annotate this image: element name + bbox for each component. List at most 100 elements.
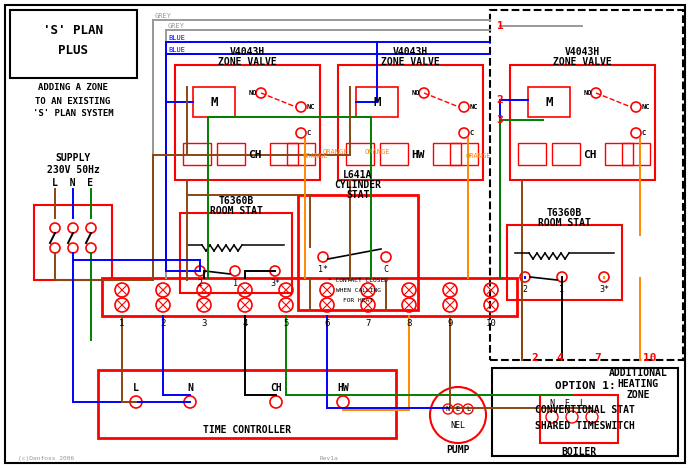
- Text: T6360B: T6360B: [547, 208, 582, 218]
- Bar: [622, 143, 650, 165]
- Text: CH: CH: [583, 150, 597, 160]
- Text: 1: 1: [233, 279, 237, 288]
- Text: 2: 2: [522, 285, 527, 294]
- Text: NO: NO: [584, 90, 592, 96]
- Text: PLUS: PLUS: [58, 44, 88, 57]
- Text: 2: 2: [197, 279, 202, 288]
- Text: 3*: 3*: [599, 285, 609, 294]
- Text: HW: HW: [411, 150, 425, 160]
- Text: M: M: [545, 95, 553, 109]
- Text: OPTION 1:: OPTION 1:: [555, 381, 615, 391]
- Bar: [433, 143, 461, 165]
- Text: NO: NO: [412, 90, 420, 96]
- Text: STAT: STAT: [346, 190, 370, 200]
- Text: HW: HW: [337, 383, 349, 393]
- Text: 6: 6: [324, 319, 330, 328]
- Text: 1: 1: [119, 319, 125, 328]
- Text: (c)Danfoss 2006: (c)Danfoss 2006: [18, 456, 75, 461]
- Text: FOR HEAT: FOR HEAT: [343, 298, 373, 302]
- Text: M: M: [373, 95, 381, 109]
- Text: NC: NC: [307, 104, 315, 110]
- Text: 7: 7: [365, 319, 371, 328]
- Text: C: C: [307, 130, 311, 136]
- Text: C: C: [642, 130, 646, 136]
- Text: C: C: [470, 130, 474, 136]
- Bar: [102, 278, 517, 316]
- Text: 230V 50Hz: 230V 50Hz: [46, 165, 99, 175]
- Bar: [552, 143, 580, 165]
- Text: E: E: [456, 406, 460, 412]
- Bar: [450, 143, 478, 165]
- Text: ORANGE: ORANGE: [303, 153, 328, 159]
- Text: 4: 4: [557, 353, 563, 363]
- Text: 3*: 3*: [270, 279, 280, 288]
- Text: SHARED TIMESWITCH: SHARED TIMESWITCH: [535, 421, 635, 431]
- Text: L: L: [133, 383, 139, 393]
- Text: BLUE: BLUE: [168, 35, 185, 41]
- Text: V4043H: V4043H: [393, 47, 428, 57]
- Bar: [298, 195, 418, 310]
- Text: T6360B: T6360B: [218, 196, 254, 206]
- Text: 2: 2: [497, 95, 504, 105]
- Text: TO AN EXISTING: TO AN EXISTING: [35, 96, 110, 105]
- Text: PUMP: PUMP: [446, 445, 470, 455]
- Text: V4043H: V4043H: [230, 47, 265, 57]
- Text: 10: 10: [643, 353, 657, 363]
- Bar: [605, 143, 633, 165]
- Text: 10: 10: [486, 319, 496, 328]
- Text: 4: 4: [242, 319, 248, 328]
- Text: L  N  E: L N E: [52, 178, 94, 188]
- Text: * CONTACT CLOSED: * CONTACT CLOSED: [328, 278, 388, 283]
- Text: 1*: 1*: [318, 265, 328, 275]
- Bar: [528, 87, 570, 117]
- Text: NC: NC: [642, 104, 650, 110]
- Text: CYLINDER: CYLINDER: [335, 180, 382, 190]
- Text: M: M: [210, 95, 218, 109]
- Text: SUPPLY: SUPPLY: [55, 153, 90, 163]
- Text: N: N: [187, 383, 193, 393]
- Text: GREY: GREY: [155, 13, 172, 19]
- Bar: [193, 87, 235, 117]
- Bar: [217, 143, 245, 165]
- Text: ZONE: ZONE: [627, 390, 650, 400]
- Text: Rev1a: Rev1a: [320, 456, 339, 461]
- Text: ORANGE: ORANGE: [323, 149, 348, 155]
- Text: GREY: GREY: [168, 23, 185, 29]
- Text: BOILER: BOILER: [562, 447, 597, 457]
- Bar: [518, 143, 546, 165]
- Bar: [346, 143, 374, 165]
- Text: 5: 5: [284, 319, 288, 328]
- Bar: [380, 143, 408, 165]
- Text: 3: 3: [201, 319, 207, 328]
- Text: ORANGE: ORANGE: [466, 153, 491, 159]
- Bar: [180, 213, 292, 293]
- Text: 1: 1: [497, 21, 504, 31]
- Bar: [490, 10, 683, 360]
- Text: HEATING: HEATING: [618, 379, 658, 389]
- Bar: [356, 87, 398, 117]
- Text: ZONE VALVE: ZONE VALVE: [381, 57, 440, 67]
- Text: 9: 9: [447, 319, 453, 328]
- Text: CH: CH: [270, 383, 282, 393]
- Text: NO: NO: [249, 90, 257, 96]
- Text: ZONE VALVE: ZONE VALVE: [553, 57, 612, 67]
- Text: TIME CONTROLLER: TIME CONTROLLER: [203, 425, 291, 435]
- Text: 7: 7: [595, 353, 602, 363]
- Text: L: L: [466, 406, 470, 412]
- Text: ROOM STAT: ROOM STAT: [538, 218, 591, 228]
- Text: CH: CH: [248, 150, 262, 160]
- Bar: [34, 205, 112, 280]
- Text: 'S' PLAN: 'S' PLAN: [43, 24, 103, 37]
- Bar: [183, 143, 211, 165]
- Text: 3: 3: [497, 115, 504, 125]
- Text: N: N: [446, 406, 450, 412]
- Text: ROOM STAT: ROOM STAT: [210, 206, 262, 216]
- Text: CONVENTIONAL STAT: CONVENTIONAL STAT: [535, 405, 635, 415]
- Text: ADDING A ZONE: ADDING A ZONE: [38, 83, 108, 93]
- Text: L641A: L641A: [344, 170, 373, 180]
- Bar: [175, 65, 320, 180]
- Bar: [10, 10, 137, 78]
- Text: 'S' PLAN SYSTEM: 'S' PLAN SYSTEM: [32, 110, 113, 118]
- Text: WHEN CALLING: WHEN CALLING: [335, 287, 380, 292]
- Text: NC: NC: [470, 104, 478, 110]
